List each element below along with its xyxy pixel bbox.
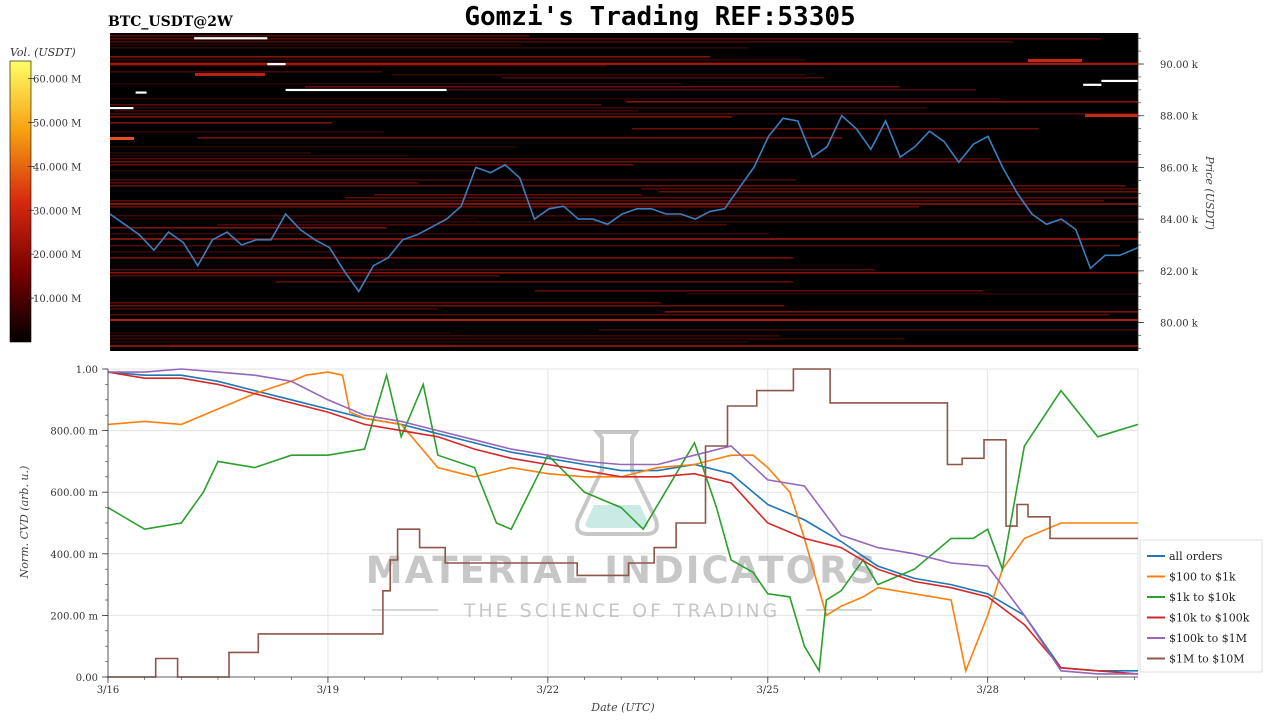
price-tick-label: 80.00 k: [1160, 319, 1199, 330]
colorbar-tick-label: 10.000 M: [33, 294, 81, 305]
cvd-ylabel: Norm. CVD (arb. u.): [18, 466, 31, 580]
cvd-xtick-label: 3/19: [317, 685, 339, 696]
order-wall: [1083, 83, 1102, 86]
legend-item-label: $100 to $1k: [1169, 571, 1236, 584]
colorbar-label: Vol. (USDT): [10, 46, 76, 59]
price-tick-label: 90.00 k: [1160, 60, 1199, 71]
legend-item-label: $1M to $10M: [1169, 653, 1245, 666]
cvd-xtick-label: 3/25: [757, 685, 779, 696]
cvd-ytick-label: 1.00: [76, 365, 98, 376]
colorbar-tick-label: 30.000 M: [33, 206, 81, 217]
heatmap-bands: [110, 35, 1138, 347]
cvd-line-1: [107, 371, 1138, 674]
order-wall: [194, 37, 268, 40]
cvd-ytick-label: 600.00 m: [50, 488, 98, 499]
cvd-line-5: [108, 368, 1138, 678]
legend-item-label: $1k to $10k: [1169, 591, 1236, 604]
cvd-xtick-label: 3/16: [97, 685, 119, 696]
cvd-ytick-label: 0.00: [76, 673, 98, 684]
cvd-ytick-label: 200.00 m: [50, 611, 98, 622]
cvd-axes: 0.00 200.00 m 400.00 m 600.00 m 800.00 m 1.00…: [50, 365, 1138, 696]
colorbar-tick-label: 50.000 M: [33, 118, 81, 129]
cvd-xtick-label: 3/22: [537, 685, 559, 696]
price-line: [109, 114, 1139, 293]
legend-item-label: $100k to $1M: [1169, 632, 1247, 645]
order-wall: [285, 88, 447, 92]
cvd-line-3: [107, 371, 1139, 675]
order-wall: [1101, 79, 1138, 83]
legend-item-label: all orders: [1169, 550, 1223, 563]
symbol-label: BTC_USDT@2W: [108, 14, 233, 30]
order-wall: [267, 63, 286, 66]
cvd-line-4: [108, 368, 1138, 675]
price-axis-label: Price (USDT): [1203, 155, 1216, 230]
price-tick-label: 88.00 k: [1160, 112, 1199, 123]
price-axis: 80.00 k 82.00 k 84.00 k 86.00 k 88.00 k 90.00…: [1137, 33, 1199, 351]
colorbar: [9, 60, 32, 343]
cvd-series: [107, 368, 1139, 678]
watermark: MATERIAL INDICATORS THE SCIENCE OF TRADI…: [366, 430, 878, 622]
order-walls: [110, 37, 1138, 110]
order-wall: [110, 106, 134, 110]
price-tick-label: 82.00 k: [1160, 267, 1199, 278]
cvd-line-2: [107, 372, 1139, 674]
page-title: Gomzi's Trading REF:53305: [464, 2, 855, 32]
cvd-ytick-label: 400.00 m: [50, 550, 98, 561]
colorbar-tick-label: 60.000 M: [33, 75, 81, 86]
cvd-line-0: [107, 371, 1138, 672]
colorbar-ticks: 10.000 M 20.000 M 30.000 M 40.000 M 50.000 M…: [28, 75, 81, 305]
colorbar-tick-label: 20.000 M: [33, 250, 81, 261]
legend-item-label: $10k to $100k: [1169, 612, 1250, 625]
watermark-tagline: THE SCIENCE OF TRADING: [463, 600, 781, 622]
flask-icon: [575, 430, 659, 536]
cvd-xlabel: Date (UTC): [590, 701, 654, 714]
price-tick-label: 86.00 k: [1160, 163, 1199, 174]
cvd-ytick-label: 800.00 m: [50, 427, 98, 438]
watermark-brand: MATERIAL INDICATORS: [366, 549, 878, 592]
cvd-xtick-label: 3/28: [976, 685, 998, 696]
legend: all orders $100 to $1k $1k to $10k $10k to …: [1139, 539, 1263, 673]
price-tick-label: 84.00 k: [1160, 215, 1199, 226]
colorbar-tick-label: 40.000 M: [33, 162, 81, 173]
order-wall: [135, 91, 147, 94]
